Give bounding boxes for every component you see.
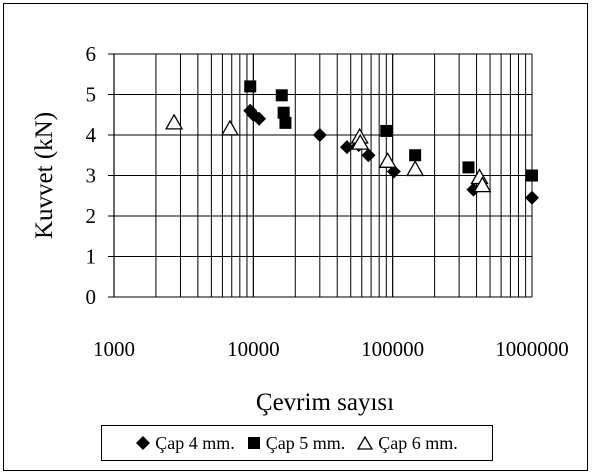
square-point	[277, 106, 290, 119]
triangle-point	[220, 119, 240, 136]
square-point	[526, 169, 538, 182]
legend-item-cap5: Çap 5 mm.	[247, 432, 346, 454]
x-axis-title: Çevrim sayısı	[256, 389, 394, 416]
diamond-point	[361, 148, 376, 163]
square-point	[275, 89, 288, 102]
x-tick-label: 100000	[361, 337, 424, 361]
diamond-marker-icon	[136, 436, 151, 450]
diamond-point	[246, 107, 261, 122]
triangle-point	[351, 133, 370, 150]
legend-label-cap5: Çap 5 mm.	[265, 432, 346, 453]
square-marker-icon	[247, 437, 260, 449]
legend-item-cap4: Çap 4 mm.	[136, 433, 235, 454]
diamond-point	[252, 111, 267, 126]
square-point	[244, 80, 257, 93]
y-tick-label: 3	[86, 164, 97, 188]
y-axis-title: Kuvvet (kN)	[31, 112, 58, 239]
y-tick-label: 5	[86, 83, 97, 107]
square-point	[380, 124, 393, 137]
diamond-point	[525, 190, 539, 205]
x-tick-label: 1000000	[495, 337, 569, 361]
y-tick-label: 0	[86, 285, 97, 309]
y-tick-label: 2	[86, 204, 97, 228]
x-tick-label: 1000	[93, 337, 135, 361]
triangle-marker-icon	[357, 436, 374, 450]
legend-label-cap4: Çap 4 mm.	[155, 432, 235, 453]
legend-item-cap6: Çap 6 mm.	[357, 433, 458, 454]
diamond-point	[312, 128, 327, 142]
square-point	[409, 149, 422, 162]
y-tick-label: 4	[86, 123, 97, 147]
square-point	[462, 161, 475, 174]
y-tick-label: 6	[86, 42, 97, 66]
legend-label-cap6: Çap 6 mm.	[378, 432, 458, 453]
triangle-point	[406, 160, 425, 177]
x-tick-label: 10000	[227, 337, 280, 361]
legend: Çap 4 mm. Çap 5 mm. Çap 6 mm.	[101, 425, 493, 461]
triangle-point	[378, 152, 397, 168]
diamond-point	[339, 140, 354, 155]
triangle-point	[473, 176, 492, 193]
triangle-point	[164, 113, 184, 130]
y-tick-label: 1	[86, 245, 97, 269]
square-point	[279, 116, 292, 129]
